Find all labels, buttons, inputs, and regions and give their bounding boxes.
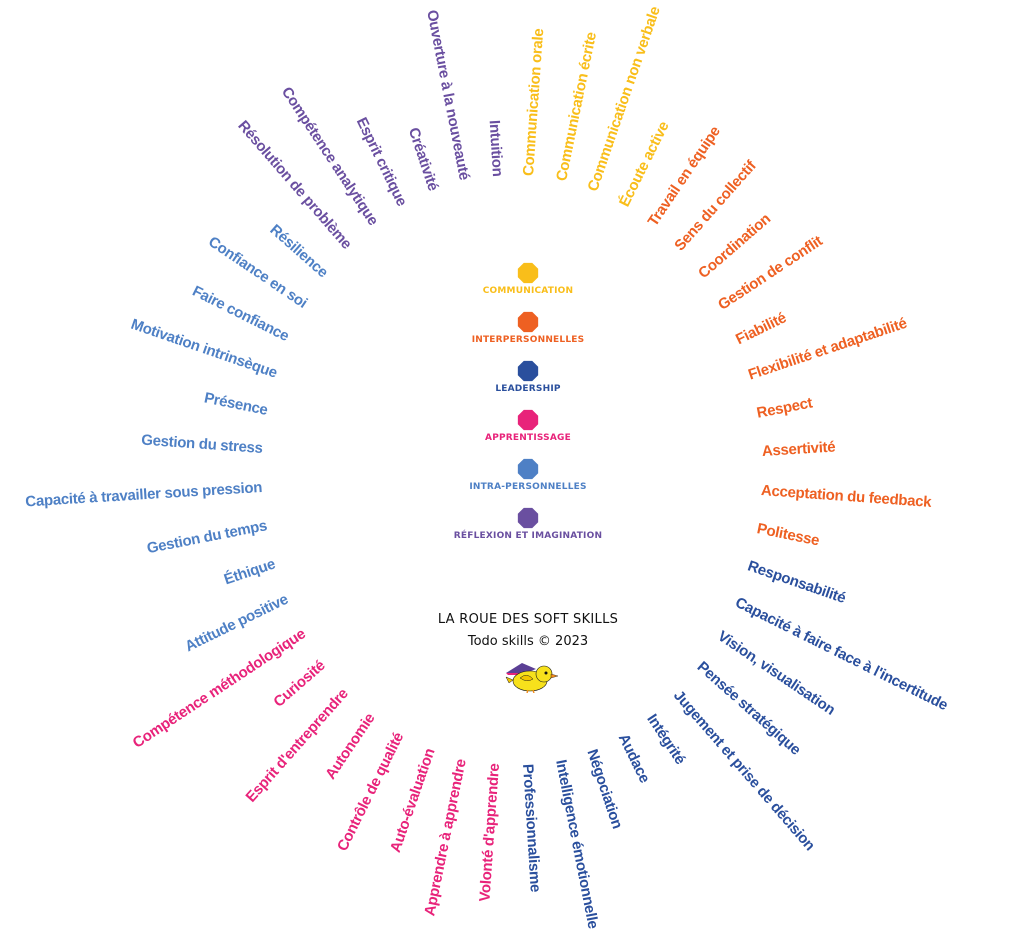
skill-label: Négociation [583,746,627,831]
skill-label: Acceptation du feedback [760,481,933,511]
legend-item-apprentissage: APPRENTISSAGE [420,409,636,449]
skill-label: Responsabilité [745,557,849,607]
legend-octagon-icon [517,507,539,529]
skill-label: Gestion du stress [140,431,263,458]
skill-label: Respect [755,394,815,422]
skill-label: Volonté d'apprendre [475,763,503,903]
copyright-text: Todo skills © 2023 [467,634,589,649]
skill-label: Politesse [755,519,821,550]
legend-octagon-icon [517,311,539,333]
legend-item-communication: COMMUNICATION [420,262,636,302]
legend-item-reflexion: RÉFLEXION ET IMAGINATION [420,507,636,547]
skill-label: Audace [614,731,653,786]
skill-label: Intuition [485,119,506,177]
skill-label: Fiabilité [732,308,789,348]
skill-label: Éthique [221,555,278,588]
skill-label: Compétence analytique [277,83,382,229]
skill-label: Capacité à travailler sous pression [25,479,264,511]
legend-label: APPRENTISSAGE [485,433,571,443]
bird-wizard-hat-icon [505,663,559,693]
skill-label: Présence [202,389,270,420]
title-block: LA ROUE DES SOFT SKILLS Todo skills © 20… [392,609,664,653]
skill-label: Créativité [404,125,442,194]
legend-item-intra: INTRA-PERSONNELLES [420,458,636,498]
legend-label: COMMUNICATION [482,286,574,296]
legend-item-interpersonnelles: INTERPERSONNELLES [420,311,636,351]
skill-label: Résolution de problème [234,117,355,253]
skill-label: Professionnalisme [519,763,545,893]
legend-label: INTERPERSONNELLES [471,335,585,345]
legend-item-leadership: LEADERSHIP [420,360,636,400]
skill-label: Gestion du temps [145,517,268,558]
legend-octagon-icon [517,262,539,284]
legend-label: RÉFLEXION ET IMAGINATION [453,531,603,541]
legend-octagon-icon [517,360,539,382]
legend-label: LEADERSHIP [495,384,561,394]
legend-octagon-icon [517,458,539,480]
skill-label: Intégrité [643,711,689,768]
skill-label: Assertivité [760,438,836,460]
legend-octagon-icon [517,409,539,431]
legend-label: INTRA-PERSONNELLES [469,482,587,492]
skill-label: Esprit d'entreprendre [242,685,353,806]
skill-label: Curiosité [270,656,329,711]
skill-label: Communication orale [520,27,548,177]
wheel-title: LA ROUE DES SOFT SKILLS [437,612,619,627]
